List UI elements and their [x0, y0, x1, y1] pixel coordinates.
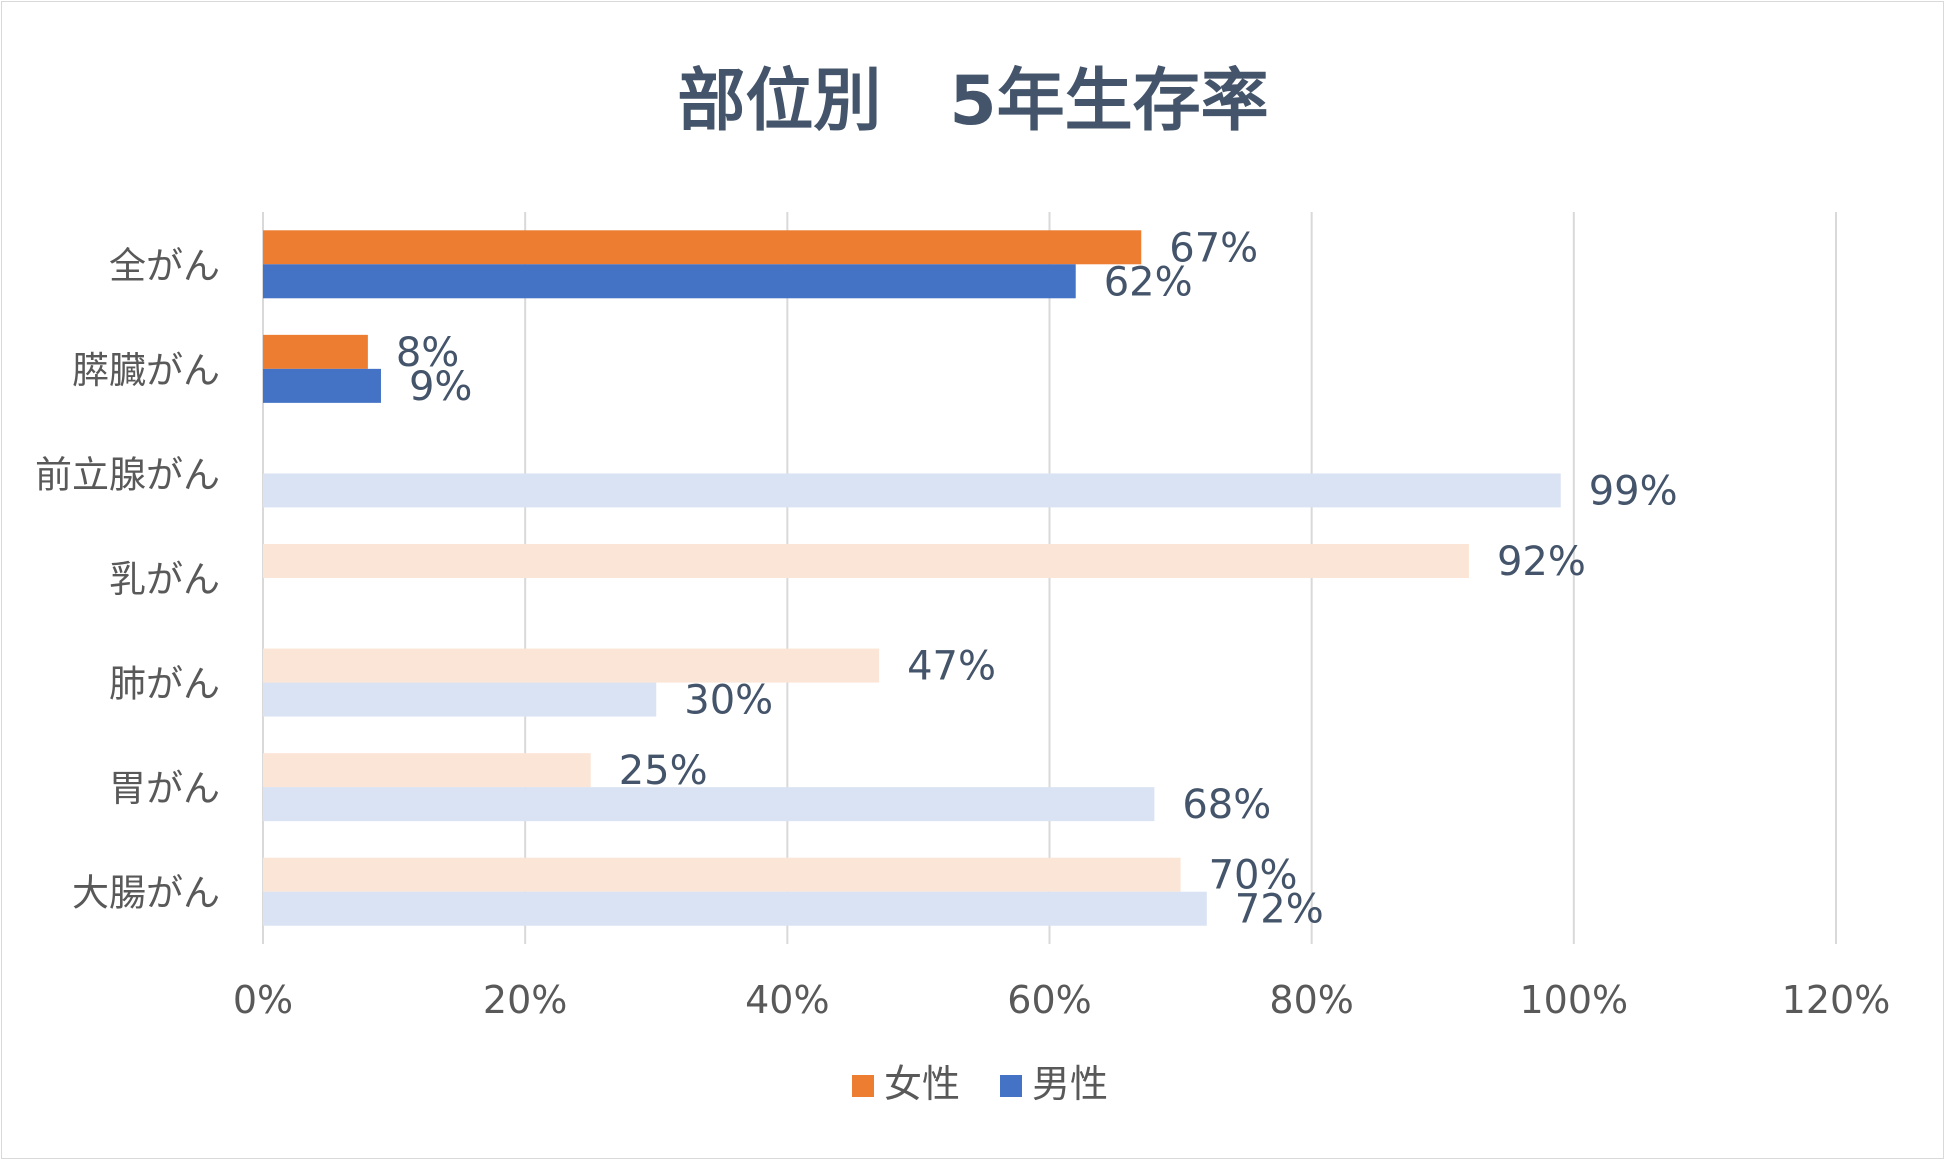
data-label: 25%	[619, 748, 708, 794]
legend-swatch	[852, 1075, 874, 1097]
grid-lines	[262, 212, 1837, 944]
bar-female	[263, 544, 1469, 578]
category-label: 肺がん	[109, 663, 220, 706]
category-label: 全がん	[109, 244, 220, 287]
legend: 女性 男性	[852, 1062, 1108, 1106]
category-label: 胃がん	[109, 767, 220, 810]
category-label: 前立腺がん	[35, 453, 220, 496]
category-label: 大腸がん	[72, 872, 220, 915]
data-labels: 67%62% 8%9% 99%92% 47% 30% 25% 68% 70%72%	[396, 225, 1678, 932]
x-tick-label: 0%	[233, 978, 293, 1022]
x-tick-label: 80%	[1269, 978, 1353, 1022]
data-label: 92%	[1497, 539, 1586, 585]
x-tick-label: 20%	[483, 978, 567, 1022]
x-axis-ticks: 0% 20% 40% 60% 80% 100% 120%	[233, 978, 1890, 1022]
data-label: 30%	[684, 678, 773, 724]
x-tick-label: 100%	[1520, 978, 1629, 1022]
bar-male	[263, 473, 1561, 508]
data-label: 47%	[907, 644, 996, 690]
data-label: 62%	[1104, 259, 1193, 305]
legend-swatch	[1000, 1075, 1022, 1097]
data-label: 9%	[409, 364, 472, 410]
chart-title: 部位別 5年生存率	[677, 62, 1268, 141]
legend-label: 男性	[1032, 1062, 1108, 1106]
legend-label: 女性	[884, 1062, 960, 1106]
bar-female	[263, 857, 1181, 892]
x-tick-label: 40%	[745, 978, 829, 1022]
bar-male	[263, 368, 381, 403]
x-tick-label: 60%	[1007, 978, 1091, 1022]
bar-male	[263, 682, 657, 717]
data-label: 68%	[1182, 782, 1271, 828]
bar-male	[263, 787, 1155, 822]
bar-male	[263, 264, 1076, 299]
data-label: 8%	[396, 330, 459, 376]
category-label: 膵臓がん	[72, 349, 220, 392]
bar-male	[263, 891, 1207, 926]
category-label: 乳がん	[109, 558, 220, 601]
data-label: 99%	[1589, 468, 1678, 514]
bar-female	[263, 648, 880, 683]
bar-female	[263, 334, 368, 369]
bars	[263, 230, 1561, 926]
bar-female	[263, 230, 1142, 265]
bar-female	[263, 753, 591, 788]
x-tick-label: 120%	[1782, 978, 1891, 1022]
data-label: 67%	[1169, 225, 1258, 271]
data-label: 72%	[1235, 887, 1324, 933]
data-label: 70%	[1209, 853, 1298, 899]
